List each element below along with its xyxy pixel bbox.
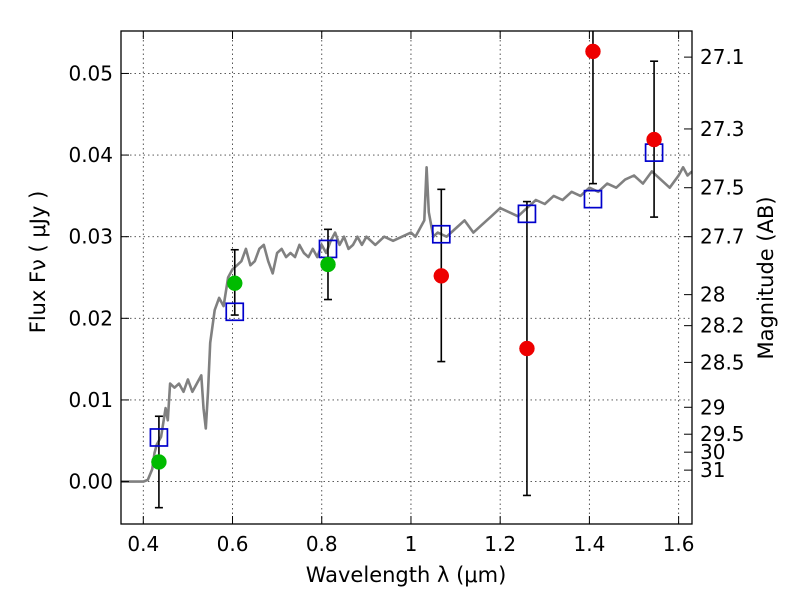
y2-tick-label: 29.5 xyxy=(700,422,745,446)
y-tick-label: 0.05 xyxy=(68,61,113,85)
y2-tick-label: 28.5 xyxy=(700,350,745,374)
y2-tick-label: 27.7 xyxy=(700,225,745,249)
observed-point xyxy=(646,131,662,148)
data-layer xyxy=(121,31,692,509)
y-tick-label: 0.00 xyxy=(68,470,113,494)
y2-axis-label: Magnitude (AB) xyxy=(754,196,778,359)
x-tick-label: 0.4 xyxy=(127,532,159,556)
y-tick-label: 0.03 xyxy=(68,225,113,249)
x-tick-label: 0.8 xyxy=(306,532,338,556)
y-tick-label: 0.04 xyxy=(68,143,113,167)
grid xyxy=(121,31,692,524)
y2-tick-label: 27.3 xyxy=(700,117,745,141)
observed-point xyxy=(519,340,535,357)
plot-frame xyxy=(120,30,693,525)
y2-tick-label: 30 xyxy=(700,440,725,464)
observed-point xyxy=(433,268,450,284)
x-tick-label: 1.6 xyxy=(663,532,695,556)
observed-point xyxy=(227,275,243,291)
x-tick-label: 1.2 xyxy=(484,532,516,556)
y-tick-label: 0.02 xyxy=(68,306,113,330)
y2-tick-label: 28.2 xyxy=(700,314,745,338)
model-point-square xyxy=(431,224,451,244)
observed-point xyxy=(151,454,167,470)
x-tick-label: 1.4 xyxy=(573,532,605,556)
y2-tick-label: 31 xyxy=(700,458,725,482)
ticks: 0.4 0.6 0.8 1 1.2 1.4 1.6 0.00 0.01 0.02 0.03 0.04 0… xyxy=(68,31,745,556)
y2-tick-label: 29 xyxy=(700,395,725,419)
model-point-square xyxy=(225,302,245,322)
model-spectrum-line xyxy=(121,166,692,483)
y-tick-label: 0.01 xyxy=(68,388,113,412)
y2-tick-label: 28 xyxy=(700,283,725,307)
y2-tick-label: 27.1 xyxy=(700,45,745,69)
model-point-square xyxy=(517,204,537,224)
model-point-square xyxy=(149,428,169,447)
y-axis-label: Flux Fν ( μJy ) xyxy=(26,191,50,334)
model-point-square xyxy=(583,189,603,209)
observed-point xyxy=(320,256,336,273)
observed-point xyxy=(585,43,601,60)
x-axis-label: Wavelength λ (μm) xyxy=(306,563,507,587)
x-tick-label: 0.6 xyxy=(217,532,249,556)
x-tick-label: 1 xyxy=(405,532,418,556)
y2-tick-label: 27.5 xyxy=(700,176,745,200)
